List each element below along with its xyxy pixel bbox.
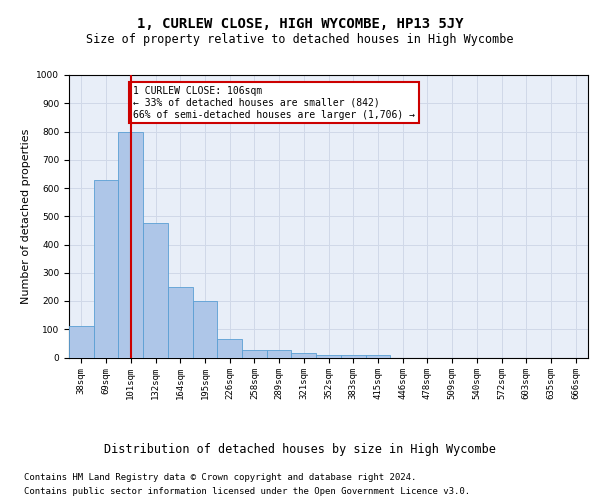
Y-axis label: Number of detached properties: Number of detached properties <box>21 128 31 304</box>
Text: Contains public sector information licensed under the Open Government Licence v3: Contains public sector information licen… <box>24 488 470 496</box>
Bar <box>242 350 267 358</box>
Bar <box>365 354 390 358</box>
Bar <box>69 326 94 358</box>
Text: 1 CURLEW CLOSE: 106sqm
← 33% of detached houses are smaller (842)
66% of semi-de: 1 CURLEW CLOSE: 106sqm ← 33% of detached… <box>133 86 415 120</box>
Bar <box>341 354 365 358</box>
Bar <box>217 339 242 357</box>
Text: Contains HM Land Registry data © Crown copyright and database right 2024.: Contains HM Land Registry data © Crown c… <box>24 472 416 482</box>
Bar <box>118 132 143 358</box>
Bar <box>143 224 168 358</box>
Bar <box>267 350 292 358</box>
Text: Distribution of detached houses by size in High Wycombe: Distribution of detached houses by size … <box>104 442 496 456</box>
Text: 1, CURLEW CLOSE, HIGH WYCOMBE, HP13 5JY: 1, CURLEW CLOSE, HIGH WYCOMBE, HP13 5JY <box>137 18 463 32</box>
Bar <box>94 180 118 358</box>
Bar <box>316 354 341 358</box>
Bar <box>168 287 193 358</box>
Text: Size of property relative to detached houses in High Wycombe: Size of property relative to detached ho… <box>86 32 514 46</box>
Bar <box>292 354 316 358</box>
Bar <box>193 301 217 358</box>
